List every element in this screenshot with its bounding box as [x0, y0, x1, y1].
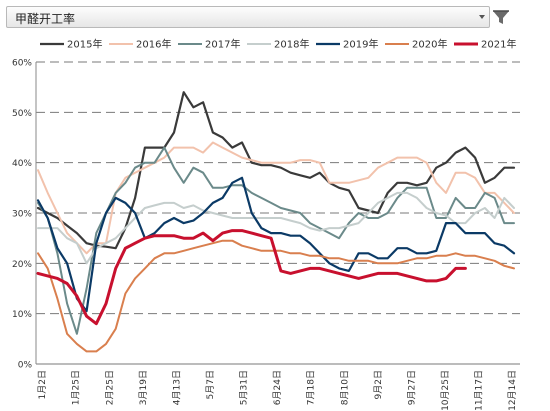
- y-tick-label: 0%: [18, 361, 33, 371]
- filter-funnel-icon[interactable]: [490, 6, 512, 28]
- series-line-7: [36, 229, 467, 326]
- y-tick-label: 30%: [12, 210, 32, 220]
- series-line-5: [36, 176, 516, 313]
- x-tick-label: 1月25日: [71, 370, 82, 405]
- x-tick-label: 9月2日: [373, 370, 384, 399]
- x-tick-label: 6月24日: [272, 370, 283, 405]
- chart-legend: 2015年 2016年 2017年 2018年 2019年 2020年 2021年: [40, 38, 516, 51]
- line-chart: 2015年 2016年 2017年 2018年 2019年 2020年 2021年 0% 10…: [12, 38, 520, 411]
- legend-label: 2018年: [274, 38, 309, 51]
- x-tick-label: 5月31日: [239, 370, 250, 405]
- chart-title: 甲醛开工率: [15, 12, 76, 26]
- y-tick-label: 50%: [12, 109, 32, 119]
- x-tick-label: 12月14日: [507, 370, 518, 411]
- x-tick-label: 4月13日: [171, 370, 182, 405]
- legend-label: 2015年: [67, 38, 102, 51]
- x-tick-label: 10月25日: [440, 370, 451, 411]
- legend-label: 2020年: [412, 38, 447, 51]
- y-tick-label: 60%: [12, 59, 32, 69]
- series-line-2: [37, 141, 515, 255]
- x-tick-label: 9月27日: [406, 370, 417, 405]
- x-tick-label: 5月7日: [205, 370, 216, 399]
- y-tick-label: 40%: [12, 159, 32, 169]
- series-line-1: [36, 91, 516, 250]
- legend-label: 2017年: [205, 38, 240, 51]
- chart-title-bar[interactable]: 甲醛开工率: [6, 6, 490, 28]
- chart-series: [36, 91, 516, 353]
- x-tick-label: 8月10日: [339, 370, 350, 405]
- y-tick-label: 10%: [12, 310, 32, 320]
- legend-label: 2016年: [136, 38, 171, 51]
- legend-label: 2021年: [481, 38, 516, 51]
- chevron-down-icon[interactable]: [479, 15, 485, 19]
- x-tick-label: 11月17日: [474, 370, 485, 411]
- y-tick-label: 20%: [12, 260, 32, 270]
- x-tick-label: 1月2日: [37, 370, 48, 399]
- series-line-4: [37, 191, 515, 265]
- chart-axes: 0% 10% 20% 30% 40% 50% 60% 1月2日 1月25日 2月25日 3月19日 4…: [12, 59, 518, 411]
- x-tick-label: 3月19日: [138, 370, 149, 405]
- x-tick-label: 2月25日: [104, 370, 115, 405]
- legend-label: 2019年: [343, 38, 378, 51]
- x-tick-label: 7月18日: [306, 370, 317, 405]
